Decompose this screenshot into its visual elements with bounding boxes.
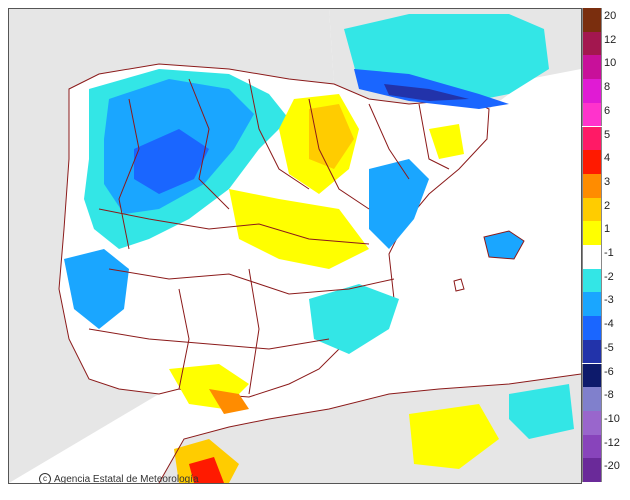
legend-swatch [582,458,602,482]
legend-swatch [582,31,602,56]
legend-label: -3 [604,294,614,307]
color-legend: 20 12 10 8 6 5 4 3 2 1 -1 -2 -3 -4 -5 -6 -8 -10 -12 -20 [582,8,628,482]
legend-swatch [582,434,602,459]
legend-swatch [582,173,602,198]
legend-label: 4 [604,152,611,165]
cold-area-east [369,159,429,249]
african-coast [158,373,581,483]
legend-swatch [582,197,602,222]
legend-label: 1 [604,223,611,236]
legend-swatch [582,268,602,293]
legend-label: -2 [604,270,614,283]
legend-swatch [582,316,602,340]
warm-area-malaga [209,389,249,414]
legend-swatch [582,8,602,32]
legend-swatch [582,55,602,80]
legend-label: 5 [604,128,611,141]
legend-swatch [582,102,602,127]
map-frame: c Agencia Estatal de Meteorología [8,8,582,484]
cold-area-algeria [509,384,574,439]
legend-swatch [582,245,602,269]
warm-area-morocco-hot [189,457,224,483]
legend-label: 2 [604,199,611,212]
warm-area-catalonia [429,124,464,159]
warm-area-central [229,189,369,269]
cold-area-southwest [64,249,129,329]
credit-label: Agencia Estatal de Meteorología [54,473,199,484]
legend-label: -6 [604,365,614,378]
legend-swatch [582,339,602,364]
legend-label: -20 [604,460,620,473]
legend-label: -4 [604,318,614,331]
legend-swatch [582,387,602,411]
legend-swatch [582,150,602,174]
balearic-islands [453,230,525,292]
legend-label: -1 [604,247,614,259]
cold-area-pyrenees-deep [384,84,469,101]
warm-area-algeria [409,404,499,469]
cold-area-northwest-deep [134,129,209,194]
legend-swatch [582,363,602,388]
legend-swatch [582,292,602,317]
legend-label: -8 [604,389,614,402]
legend-label: 10 [604,57,617,70]
legend-label: -12 [604,436,620,449]
legend-label: 8 [604,81,611,94]
legend-label: 20 [604,10,617,22]
warm-area-ebro-core [309,104,354,169]
legend-swatch [582,79,602,103]
legend-label: -10 [604,412,620,425]
legend-label: 6 [604,104,611,117]
legend-swatch [582,126,602,151]
legend-label: -5 [604,341,614,354]
cold-area-balearics [484,231,524,259]
temperature-anomaly-map [9,9,581,483]
region-borders [88,78,450,395]
cold-area-southeast [309,284,399,354]
credit-text: c Agencia Estatal de Meteorología [39,473,199,484]
legend-label: 3 [604,175,611,188]
legend-swatch [582,221,602,245]
legend-swatch [582,410,602,435]
legend-label: 12 [604,33,617,46]
cold-area-pyrenees-core [354,69,509,109]
copyright-icon: c [39,473,51,483]
atlantic-land-frame [9,9,334,483]
